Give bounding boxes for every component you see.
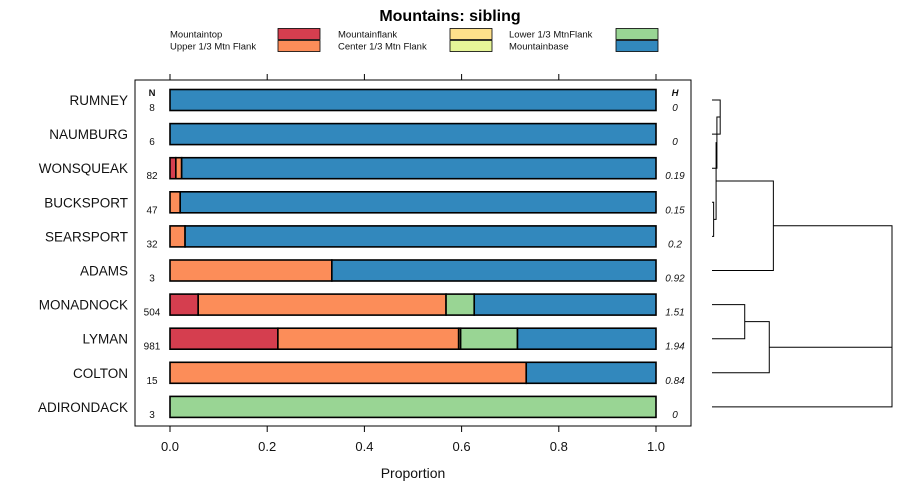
bar-segment-upper-1-3-mtn-flank	[169, 191, 182, 214]
bar-segment-mountainbase	[180, 156, 657, 180]
bar-segment-lower-1-3-mtnflank	[459, 327, 519, 351]
legend-swatch-mountainflank	[449, 28, 493, 40]
bar-segment-lower-1-3-mtnflank	[169, 395, 657, 419]
legend-swatch-mountaintop	[277, 28, 321, 40]
row-rumney: RUMNEY 8 0	[69, 88, 678, 114]
h-value: 0	[672, 103, 678, 114]
row-label: WONSQUEAK	[39, 161, 128, 176]
bar-rows: RUMNEY 8 0 NAUMBURG 6 0 WONSQUEAK 82 0.19 BUCKSPO…	[38, 88, 685, 421]
row-naumburg: NAUMBURG 6 0	[49, 122, 678, 148]
h-value: 0.92	[665, 274, 685, 285]
n-value: 981	[144, 342, 161, 353]
bar-segment-upper-1-3-mtn-flank	[169, 361, 528, 385]
row-adams: ADAMS 3 0.92	[80, 259, 685, 285]
n-value: 504	[144, 308, 161, 319]
legend-label-center-1-3-mtn-flank: Center 1/3 Mtn Flank	[338, 42, 427, 53]
bar-segment-mountaintop	[169, 293, 199, 316]
bar-segment-mountaintop	[169, 156, 177, 180]
row-label: ADAMS	[80, 264, 128, 279]
legend-label-mountainbase: Mountainbase	[509, 42, 569, 53]
legend-label-mountaintop: Mountaintop	[170, 30, 222, 41]
x-axis-label: Proportion	[381, 465, 446, 481]
h-value: 0.84	[665, 376, 685, 387]
bar-segment-upper-1-3-mtn-flank	[169, 225, 186, 248]
bar-segment-upper-1-3-mtn-flank	[175, 156, 183, 180]
dendrogram-link	[712, 321, 770, 374]
h-value: 1.94	[665, 342, 685, 353]
row-lyman: LYMAN 981 1.94	[82, 327, 685, 353]
row-wonsqueak: WONSQUEAK 82 0.19	[39, 156, 685, 182]
legend-swatch-lower-1-3-mtnflank	[615, 28, 659, 40]
n-value: 82	[146, 171, 158, 182]
bar-segment-mountainbase	[169, 122, 657, 146]
bar-segment-mountainbase	[179, 191, 657, 214]
x-tick-label: 0.6	[453, 439, 471, 454]
bar-segment-mountainbase	[169, 88, 657, 112]
n-value: 8	[149, 103, 155, 114]
dendrogram-link	[712, 201, 715, 237]
row-adirondack: ADIRONDACK 3 0	[38, 395, 678, 421]
h-value: 0.2	[668, 239, 682, 250]
n-column-header: N	[149, 88, 156, 99]
x-axis: 0.0 0.2 0.4 0.6 0.8 1.0	[161, 74, 665, 454]
x-tick-label: 0.0	[161, 439, 179, 454]
dendrogram-link	[712, 304, 746, 340]
chart-title: Mountains: sibling	[379, 8, 520, 25]
dendrogram	[712, 99, 893, 408]
x-tick-label: 0.4	[355, 439, 373, 454]
row-label: RUMNEY	[69, 93, 128, 108]
h-column-header: H	[672, 88, 680, 99]
row-searsport: SEARSPORT 32 0.2	[45, 225, 682, 250]
row-label: SEARSPORT	[45, 229, 128, 244]
row-label: COLTON	[73, 366, 128, 381]
bar-segment-mountainbase	[184, 225, 657, 248]
row-label: NAUMBURG	[49, 127, 128, 142]
bar-segment-mountainbase	[331, 259, 657, 282]
row-label: ADIRONDACK	[38, 400, 128, 415]
n-value: 3	[149, 274, 155, 285]
n-value: 15	[146, 376, 158, 387]
plot-frame	[134, 79, 692, 427]
bar-segment-lower-1-3-mtnflank	[445, 293, 476, 316]
bar-segment-upper-1-3-mtn-flank	[169, 259, 333, 282]
x-tick-label: 0.2	[258, 439, 276, 454]
h-value: 0.15	[665, 205, 685, 216]
dendrogram-link	[712, 286, 893, 408]
bar-segment-mountainbase	[516, 327, 657, 351]
h-value: 0	[672, 137, 678, 148]
dendrogram-link	[712, 99, 721, 135]
n-value: 3	[149, 410, 155, 421]
x-tick-label: 0.8	[550, 439, 568, 454]
legend-swatch-upper-1-3-mtn-flank	[277, 40, 321, 52]
n-value: 47	[146, 205, 158, 216]
legend-swatch-mountainbase	[615, 40, 659, 52]
legend-label-upper-1-3-mtn-flank: Upper 1/3 Mtn Flank	[170, 42, 256, 53]
n-value: 32	[146, 239, 158, 250]
row-label: MONADNOCK	[39, 298, 128, 313]
h-value: 0.19	[665, 171, 685, 182]
row-bucksport: BUCKSPORT 47 0.15	[44, 191, 685, 216]
legend-swatch-center-1-3-mtn-flank	[449, 40, 493, 52]
row-monadnock: MONADNOCK 504 1.51	[39, 293, 685, 319]
bar-segment-mountainbase	[525, 361, 657, 385]
x-tick-label: 1.0	[647, 439, 665, 454]
bar-segment-mountaintop	[169, 327, 279, 351]
n-value: 6	[149, 137, 155, 148]
h-value: 0	[672, 410, 678, 421]
row-label: LYMAN	[82, 332, 128, 347]
bar-segment-upper-1-3-mtn-flank	[197, 293, 447, 316]
dendrogram-link	[712, 180, 774, 271]
row-label: BUCKSPORT	[44, 195, 128, 210]
bar-segment-upper-1-3-mtn-flank	[277, 327, 460, 351]
row-colton: COLTON 15 0.84	[73, 361, 685, 387]
legend-label-mountainflank: Mountainflank	[338, 30, 397, 41]
h-value: 1.51	[665, 308, 684, 319]
legend-label-lower-1-3-mtnflank: Lower 1/3 MtnFlank	[509, 30, 593, 41]
bar-segment-mountainbase	[473, 293, 657, 316]
dendrogram-link	[769, 225, 893, 348]
